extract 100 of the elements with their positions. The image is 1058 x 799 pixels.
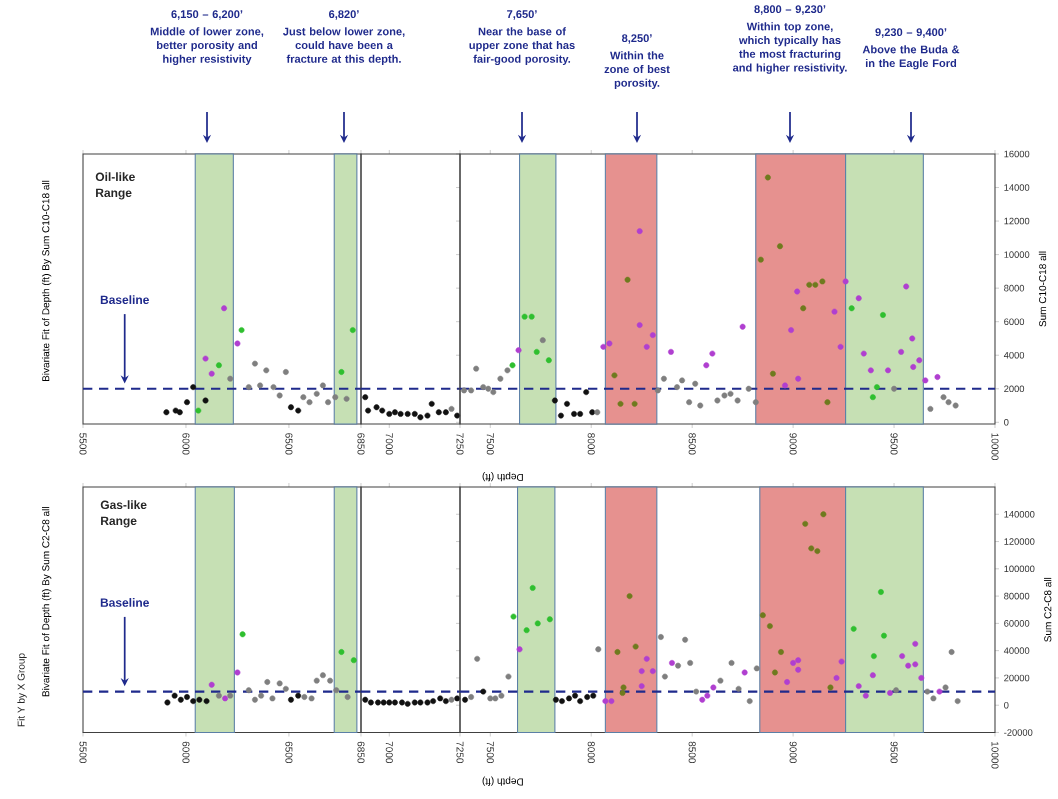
point [905,662,912,669]
point [703,362,710,369]
point [657,634,664,640]
point [468,387,475,394]
x-tick-label: 8500 [688,741,696,764]
point [227,375,234,382]
point [638,683,645,690]
point [912,661,919,668]
point [855,683,862,690]
x-tick-label: 6500 [285,741,293,764]
point [869,672,876,679]
point [624,276,631,283]
point [350,657,357,664]
point [802,520,809,527]
x-axis-title: Depth (ft) [482,471,523,482]
point [867,367,874,374]
point [600,343,607,350]
x-tick-label: 8000 [587,433,595,455]
point [887,690,893,696]
x-axis-title: Depth (ft) [482,776,523,786]
point [196,696,203,703]
point [727,390,734,397]
point [276,392,283,399]
point [679,377,686,384]
y-tick-label: 6000 [1004,318,1025,325]
point [558,412,564,419]
point [795,375,802,382]
point [551,397,558,404]
y-tick-label: 120000 [1004,538,1035,545]
x-tick-label: 7250 [456,741,464,764]
point [221,305,227,312]
point [595,646,602,653]
point [873,384,880,391]
point [163,409,170,416]
point [788,327,795,334]
point [885,367,891,374]
point [529,584,536,591]
y-tick-label: 40000 [1003,647,1030,654]
point [808,545,815,552]
point [252,360,258,367]
point [909,335,916,342]
point [870,653,877,660]
ref-line-label: Baseline [100,598,149,607]
x-tick-label: 5500 [79,741,87,764]
y-tick-label: 100000 [1004,565,1035,573]
y-tick-label: 2000 [1004,385,1025,393]
point [617,400,624,407]
y-tick-label: 140000 [1004,510,1035,518]
point [699,696,706,703]
point [295,692,302,699]
point [686,399,693,406]
point [566,695,572,702]
point [392,409,398,416]
point [814,548,821,555]
point [313,677,320,684]
point [916,357,923,364]
point [687,659,694,666]
text: 6,150 – 6,200’ [171,10,243,20]
point [869,394,876,401]
point [462,696,468,703]
point [942,684,949,691]
point [319,672,326,679]
point [362,394,369,401]
point [510,613,517,620]
point [833,675,840,681]
point [734,397,741,404]
point [516,646,523,653]
point [784,679,790,685]
point [899,653,906,660]
point [397,410,404,417]
point [177,696,184,703]
x-tick-label: 6850 [357,741,365,764]
point [534,620,541,627]
point [820,511,827,518]
point [485,385,492,392]
point [448,405,455,412]
point [468,694,475,700]
point [480,384,487,391]
point [848,305,855,312]
point [203,698,210,705]
point [176,409,183,416]
point [308,695,315,702]
y-tick-label: 8000 [1004,284,1025,292]
text: Bivariate Fit of Depth (ft) By Sum C10-C18 all [41,180,52,382]
x-tick-label: 6000 [182,741,190,764]
point [480,688,487,695]
point [626,593,633,600]
point [927,405,934,412]
x-tick-label: 7000 [385,433,393,455]
point [379,407,386,414]
point [234,340,241,347]
point [454,412,461,419]
point [190,384,197,391]
point [332,394,339,401]
point [572,692,579,699]
y-tick-label: 14000 [1004,184,1030,191]
point [171,692,178,699]
point [654,387,661,394]
point [327,677,334,684]
point [891,385,897,392]
